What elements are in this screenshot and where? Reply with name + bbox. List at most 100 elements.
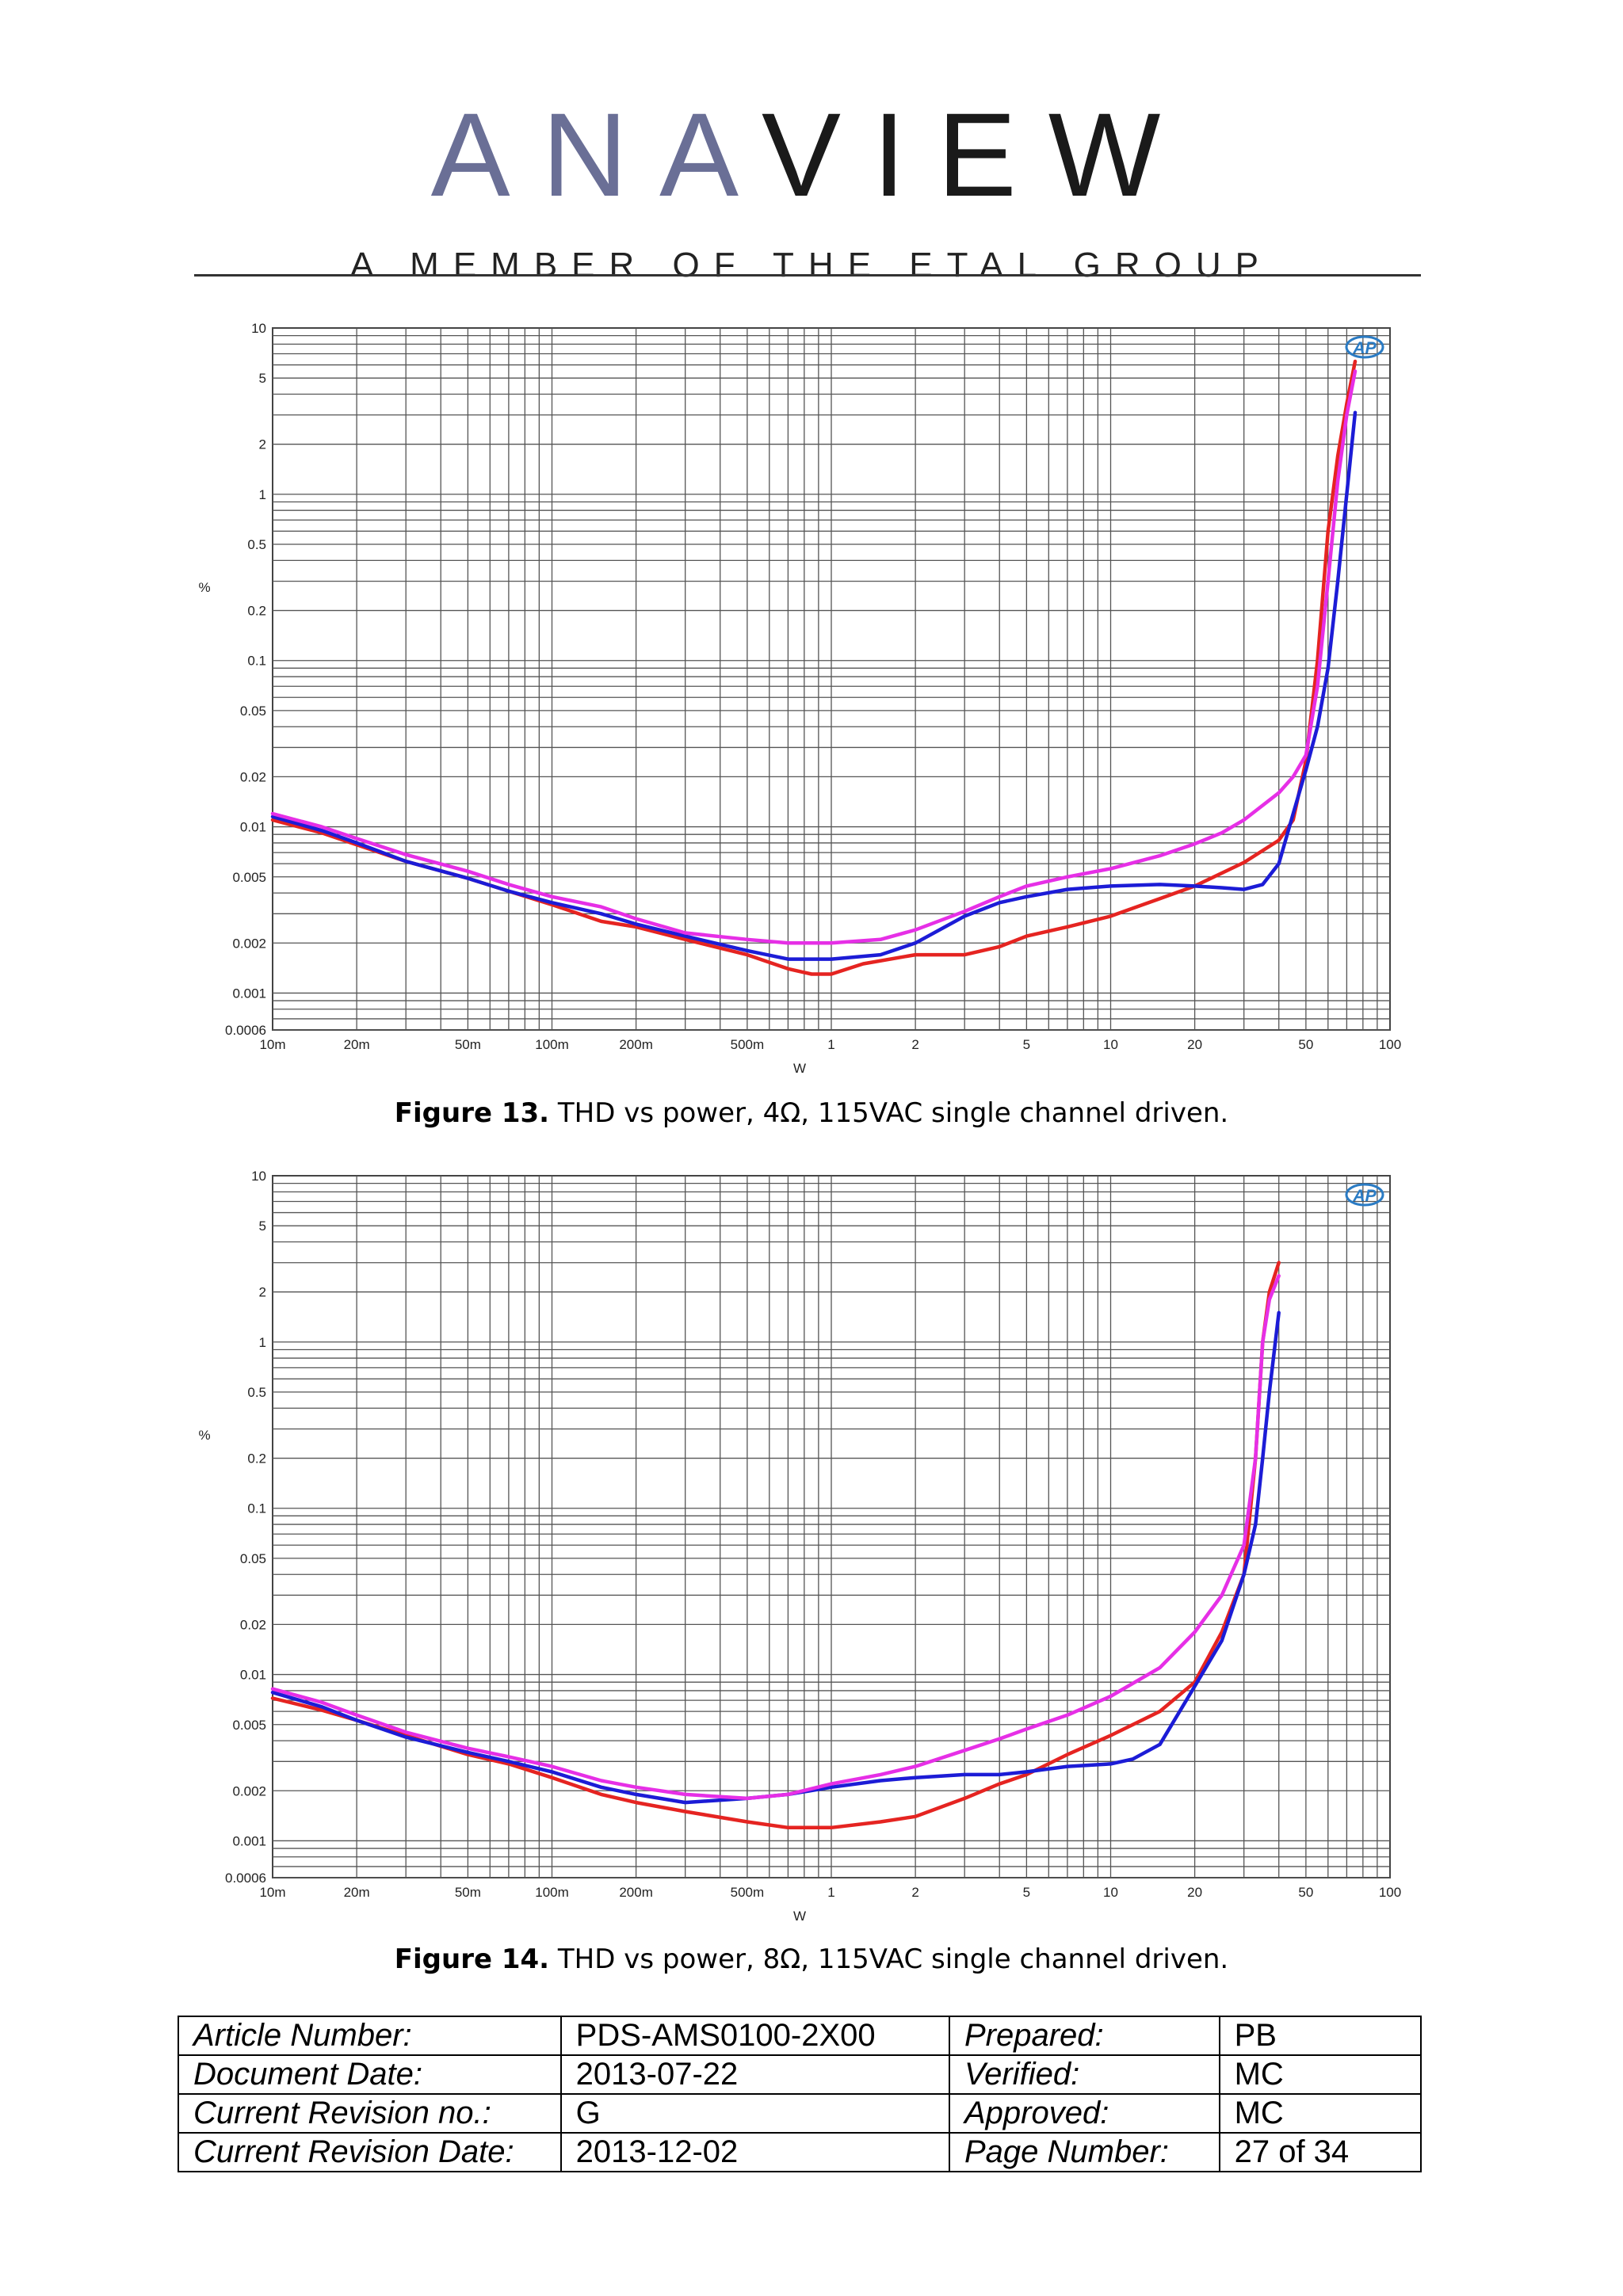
x-tick-label: 200m	[619, 1885, 653, 1900]
field-value: PDS-AMS0100-2X00	[559, 2016, 950, 2056]
x-tick-label: 20	[1187, 1037, 1202, 1052]
y-tick-label: 0.002	[232, 936, 266, 951]
series-line	[270, 1310, 1281, 1805]
y-tick-label: 5	[259, 371, 266, 386]
x-tick-label: 1	[827, 1037, 834, 1052]
x-tick-label: 50	[1298, 1885, 1313, 1900]
y-tick-label: 0.001	[232, 986, 266, 1001]
document-info-table: Article Number: PDS-AMS0100-2X00 Prepare…	[178, 2016, 1423, 2172]
y-tick-label: 0.01	[240, 1668, 266, 1683]
y-tick-label: 0.001	[232, 1833, 266, 1848]
field-value: G	[559, 2093, 950, 2134]
field-value: 2013-12-02	[559, 2132, 950, 2172]
y-tick-label: 10	[251, 321, 266, 336]
field-label: Approved:	[948, 2093, 1220, 2134]
field-value: MC	[1218, 2054, 1423, 2095]
y-tick-label: 0.05	[240, 1551, 266, 1566]
field-label: Current Revision no.:	[178, 2093, 562, 2134]
series-line	[270, 410, 1358, 961]
field-label: Prepared:	[948, 2016, 1220, 2056]
y-tick-label: 0.005	[232, 1718, 266, 1733]
x-axis-label: W	[793, 1061, 806, 1073]
x-tick-label: 50m	[455, 1885, 481, 1900]
x-tick-label: 100	[1379, 1885, 1401, 1900]
thd-chart-4ohm: 10 5 2 1 0.5 0.2 0.1 0.05 0.02 0.01 0.005 0.002 0.00…	[193, 311, 1406, 1073]
y-tick-label: 5	[259, 1219, 266, 1234]
chart-svg: 10 5 2 1 0.5 0.2 0.1 0.05 0.02 0.01 0.005 0.002 0.00…	[198, 321, 1401, 1073]
table-row: Document Date: 2013-07-22 Verified: MC	[178, 2054, 1423, 2095]
x-tick-label: 50	[1298, 1037, 1313, 1052]
x-tick-label: 20m	[344, 1885, 370, 1900]
ap-logo-text: AP	[1352, 1187, 1377, 1205]
field-label: Verified:	[948, 2054, 1220, 2095]
figure-label: Figure 13.	[394, 1097, 550, 1129]
y-tick-label: 0.0006	[225, 1023, 266, 1038]
figure-14-caption: Figure 14. THD vs power, 8Ω, 115VAC sing…	[0, 1943, 1623, 1975]
y-tick-label: 0.02	[240, 1617, 266, 1632]
x-tick-label: 10	[1103, 1885, 1118, 1900]
y-tick-label: 0.2	[247, 1451, 266, 1466]
x-tick-label: 5	[1023, 1037, 1030, 1052]
x-tick-label: 5	[1023, 1885, 1030, 1900]
y-tick-label: 0.1	[247, 1501, 266, 1516]
ap-logo-text: AP	[1352, 339, 1377, 357]
y-tick-label: 2	[259, 1285, 266, 1300]
x-tick-label: 500m	[731, 1885, 765, 1900]
y-tick-label: 2	[259, 437, 266, 452]
field-value: 2013-07-22	[559, 2054, 950, 2095]
y-tick-label: 0.02	[240, 769, 266, 784]
figure-label: Figure 14.	[394, 1943, 550, 1975]
figure-caption-text: THD vs power, 4Ω, 115VAC single channel …	[549, 1097, 1229, 1129]
x-tick-label: 10	[1103, 1037, 1118, 1052]
figure-caption-text: THD vs power, 8Ω, 115VAC single channel …	[549, 1943, 1229, 1975]
y-tick-label: 0.5	[247, 537, 266, 552]
x-tick-label: 10m	[259, 1885, 285, 1900]
y-axis-label: %	[198, 1428, 210, 1443]
y-axis-label: %	[198, 580, 210, 595]
field-value: MC	[1218, 2093, 1423, 2134]
field-label: Article Number:	[178, 2016, 562, 2056]
x-tick-label: 10m	[259, 1037, 285, 1052]
field-value: 27 of 34	[1218, 2132, 1423, 2172]
field-label: Current Revision Date:	[178, 2132, 562, 2172]
ap-logo-icon	[1345, 335, 1384, 359]
series-line	[270, 369, 1358, 945]
field-value: PB	[1218, 2016, 1423, 2056]
thd-chart-8ohm: 10 5 2 1 0.5 0.2 0.1 0.05 0.02 0.01 0.005 0.002 0.00…	[193, 1158, 1406, 1920]
x-tick-label: 2	[911, 1885, 918, 1900]
series-line	[270, 1274, 1281, 1801]
y-tick-label: 0.05	[240, 704, 266, 719]
x-tick-label: 2	[911, 1037, 918, 1052]
table-row: Current Revision no.: G Approved: MC	[178, 2093, 1423, 2134]
field-label: Page Number:	[948, 2132, 1220, 2172]
x-tick-label: 100m	[535, 1885, 569, 1900]
x-tick-label: 20	[1187, 1885, 1202, 1900]
table-row: Article Number: PDS-AMS0100-2X00 Prepare…	[178, 2016, 1423, 2056]
figure-13-caption: Figure 13. THD vs power, 4Ω, 115VAC sing…	[0, 1097, 1623, 1129]
y-tick-label: 0.01	[240, 820, 266, 835]
header-divider	[194, 274, 1421, 277]
y-tick-label: 0.0006	[225, 1871, 266, 1886]
logo-tagline: A MEMBER OF THE ETAL GROUP	[350, 246, 1273, 284]
x-axis-label: W	[793, 1909, 806, 1920]
y-tick-label: 0.5	[247, 1385, 266, 1400]
x-tick-label: 500m	[731, 1037, 765, 1052]
x-tick-label: 50m	[455, 1037, 481, 1052]
x-tick-label: 100	[1379, 1037, 1401, 1052]
y-tick-label: 1	[259, 487, 266, 502]
y-tick-label: 0.2	[247, 604, 266, 619]
y-tick-label: 0.1	[247, 654, 266, 669]
company-logo: ANAVIEW A MEMBER OF THE ETAL GROUP	[0, 95, 1623, 285]
y-tick-label: 0.005	[232, 870, 266, 885]
y-tick-label: 1	[259, 1335, 266, 1350]
field-label: Document Date:	[178, 2054, 562, 2095]
x-tick-label: 200m	[619, 1037, 653, 1052]
x-tick-label: 20m	[344, 1037, 370, 1052]
table-row: Current Revision Date: 2013-12-02 Page N…	[178, 2132, 1423, 2172]
ap-logo-icon	[1345, 1183, 1384, 1207]
logo-wordmark: ANAVIEW	[430, 88, 1193, 221]
chart-svg: 10 5 2 1 0.5 0.2 0.1 0.05 0.02 0.01 0.005 0.002 0.00…	[198, 1169, 1401, 1920]
y-tick-label: 10	[251, 1169, 266, 1184]
x-tick-label: 1	[827, 1885, 834, 1900]
y-tick-label: 0.002	[232, 1783, 266, 1798]
